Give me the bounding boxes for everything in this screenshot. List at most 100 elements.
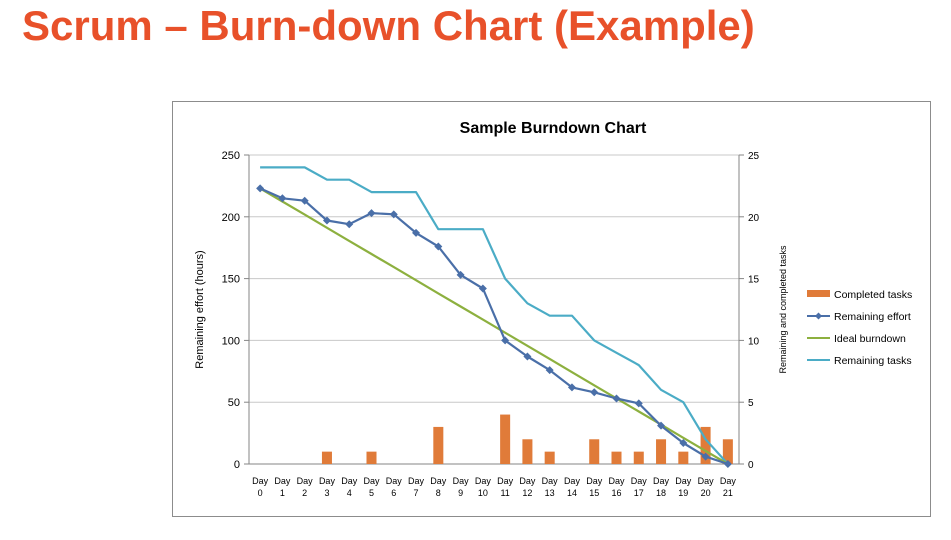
category-label-line1: Day bbox=[564, 476, 581, 486]
category-label: Day 20 bbox=[698, 476, 715, 498]
category-label-line2: 8 bbox=[436, 488, 441, 498]
category-label: Day 3 bbox=[319, 476, 336, 498]
slide-title: Scrum – Burn-down Chart (Example) bbox=[22, 2, 755, 49]
right-tick-label: 0 bbox=[748, 460, 754, 471]
completed-tasks-bar bbox=[500, 414, 511, 464]
category-label-line1: Day bbox=[408, 476, 425, 486]
category-label-line2: 20 bbox=[701, 488, 711, 498]
category-label-line1: Day bbox=[475, 476, 492, 486]
completed-tasks-bar bbox=[700, 426, 711, 464]
left-axis-title: Remaining effort (hours) bbox=[194, 250, 206, 368]
remaining-effort-marker bbox=[501, 336, 510, 345]
remaining-effort-marker bbox=[412, 228, 421, 237]
category-label-line2: 16 bbox=[611, 488, 621, 498]
completed-tasks-bars bbox=[321, 414, 733, 464]
category-label: Day 2 bbox=[297, 476, 314, 498]
category-label-line2: 7 bbox=[414, 488, 419, 498]
legend-swatch-marker bbox=[815, 312, 822, 320]
category-label-line1: Day bbox=[675, 476, 692, 486]
category-label: Day 10 bbox=[475, 476, 492, 498]
category-label-line1: Day bbox=[542, 476, 559, 486]
category-label-line2: 9 bbox=[458, 488, 463, 498]
category-label-line1: Day bbox=[274, 476, 291, 486]
legend-label: Ideal burndown bbox=[834, 333, 906, 345]
right-axis-title: Remaining and completed tasks bbox=[778, 245, 788, 374]
remaining-effort-marker bbox=[657, 421, 666, 430]
completed-tasks-bar bbox=[589, 439, 600, 464]
category-label-line1: Day bbox=[297, 476, 314, 486]
remaining-effort-marker bbox=[612, 394, 621, 403]
category-label: Day 9 bbox=[453, 476, 470, 498]
category-label-line2: 6 bbox=[391, 488, 396, 498]
completed-tasks-bar bbox=[656, 439, 667, 464]
remaining-effort-marker bbox=[256, 184, 265, 193]
left-tick-label: 100 bbox=[222, 335, 240, 347]
category-label: Day 11 bbox=[497, 476, 514, 498]
category-label-line1: Day bbox=[631, 476, 648, 486]
category-label-line2: 4 bbox=[347, 488, 352, 498]
remaining-effort-marker bbox=[434, 242, 443, 251]
completed-tasks-bar bbox=[321, 451, 332, 464]
category-label-line1: Day bbox=[698, 476, 715, 486]
right-tick-label: 20 bbox=[748, 213, 760, 224]
category-label-line1: Day bbox=[341, 476, 358, 486]
category-label-line2: 21 bbox=[723, 488, 733, 498]
remaining-effort-marker bbox=[634, 399, 643, 408]
category-label: Day 1 bbox=[274, 476, 291, 498]
legend-label: Remaining effort bbox=[834, 311, 911, 323]
completed-tasks-bar bbox=[611, 451, 622, 464]
completed-tasks-bar bbox=[678, 451, 689, 464]
category-label: Day 13 bbox=[542, 476, 559, 498]
completed-tasks-bar bbox=[366, 451, 377, 464]
category-label-line1: Day bbox=[363, 476, 380, 486]
category-label-line1: Day bbox=[720, 476, 737, 486]
completed-tasks-bar bbox=[522, 439, 533, 464]
category-label-line1: Day bbox=[386, 476, 403, 486]
remaining-effort-marker bbox=[278, 194, 287, 203]
completed-tasks-bar bbox=[722, 439, 733, 464]
category-label-line1: Day bbox=[586, 476, 603, 486]
left-tick-label: 250 bbox=[222, 150, 240, 162]
right-tick-label: 10 bbox=[748, 336, 760, 347]
legend-label: Remaining tasks bbox=[834, 355, 912, 367]
category-label: Day 21 bbox=[720, 476, 737, 498]
remaining-effort-marker bbox=[478, 284, 487, 293]
category-label-line2: 2 bbox=[302, 488, 307, 498]
category-label-line2: 13 bbox=[545, 488, 555, 498]
legend: Completed tasks Remaining effort Ideal bur… bbox=[807, 289, 912, 367]
completed-tasks-bar bbox=[433, 426, 444, 464]
completed-tasks-bar bbox=[633, 451, 644, 464]
category-label: Day 0 bbox=[252, 476, 269, 498]
category-label-line2: 15 bbox=[589, 488, 599, 498]
left-tick-label: 0 bbox=[234, 459, 240, 471]
right-tick-label: 25 bbox=[748, 151, 760, 162]
category-label-line2: 1 bbox=[280, 488, 285, 498]
category-label-line2: 5 bbox=[369, 488, 374, 498]
remaining-effort-marker bbox=[322, 216, 331, 225]
remaining-effort-marker bbox=[590, 388, 599, 397]
category-label-line2: 10 bbox=[478, 488, 488, 498]
category-label-line1: Day bbox=[453, 476, 470, 486]
remaining-effort-marker bbox=[389, 210, 398, 219]
category-label-line1: Day bbox=[430, 476, 447, 486]
completed-tasks-bar bbox=[544, 451, 555, 464]
remaining-effort-marker bbox=[545, 366, 554, 375]
category-label: Day 8 bbox=[430, 476, 447, 498]
category-label-line2: 17 bbox=[634, 488, 644, 498]
axes bbox=[244, 154, 744, 465]
category-label: Day 7 bbox=[408, 476, 425, 498]
category-label: Day 12 bbox=[519, 476, 536, 498]
category-label-line2: 14 bbox=[567, 488, 577, 498]
category-label: Day 6 bbox=[386, 476, 403, 498]
legend-label: Completed tasks bbox=[834, 289, 912, 301]
remaining-effort-marker bbox=[367, 209, 376, 218]
category-label-line1: Day bbox=[497, 476, 514, 486]
remaining-effort-marker bbox=[456, 270, 465, 279]
category-label: Day 5 bbox=[363, 476, 380, 498]
category-label-line2: 3 bbox=[324, 488, 329, 498]
remaining-effort-marker bbox=[300, 196, 309, 205]
legend-swatch-completed-tasks bbox=[807, 290, 830, 297]
series-lines bbox=[256, 166, 732, 468]
category-label: Day 17 bbox=[631, 476, 648, 498]
